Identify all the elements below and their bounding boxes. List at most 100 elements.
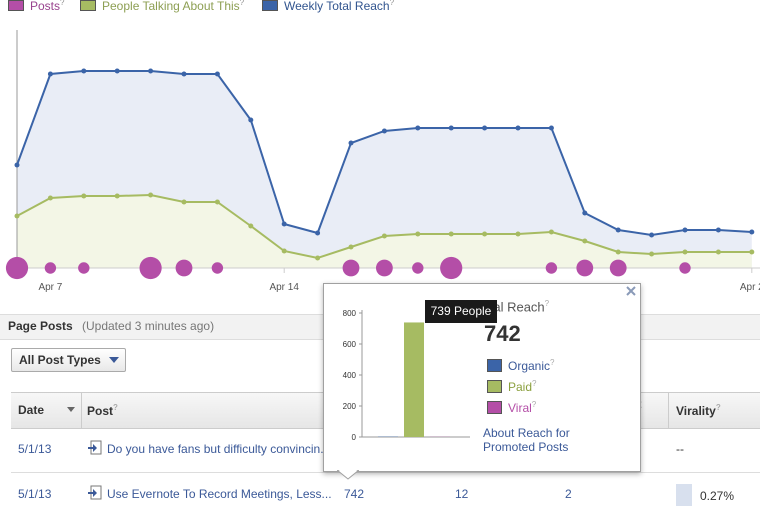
legend-swatch [487, 401, 502, 414]
header-date[interactable]: Date [18, 403, 45, 417]
point [482, 231, 488, 237]
row-sep [11, 472, 760, 473]
point [415, 231, 421, 237]
post-bubble [576, 259, 594, 277]
cell-post[interactable]: Do you have fans but difficulty convinci… [107, 442, 331, 456]
post-bubble [211, 262, 224, 274]
help: ? [532, 379, 537, 388]
cell-virality: 0.27% [700, 489, 735, 503]
header-text: Post [87, 404, 114, 418]
point [448, 125, 454, 131]
y-tick-label: 600 [343, 340, 357, 349]
point [582, 238, 588, 244]
post-bubble [44, 262, 57, 274]
post-bubble [679, 262, 691, 274]
help: ? [60, 0, 65, 7]
y-tick-label: 0 [352, 433, 357, 442]
legend-swatch [487, 359, 502, 372]
post-bubble [175, 259, 193, 277]
close-icon[interactable] [626, 286, 636, 296]
cell-talking: 2 [565, 487, 572, 501]
point [649, 251, 655, 257]
point [14, 213, 20, 219]
point [381, 128, 387, 134]
x-tick-label: Apr 2 [740, 282, 760, 293]
legend-label: People Talking About This? [102, 0, 245, 13]
cell-reach[interactable]: 742 [344, 487, 365, 501]
point [749, 229, 755, 235]
help: ? [550, 358, 555, 367]
legend-swatch [8, 0, 24, 11]
point [515, 231, 521, 237]
help: ? [239, 0, 245, 7]
legend-swatch [262, 0, 278, 11]
point [14, 162, 20, 168]
legend-label: Viral? [508, 400, 537, 415]
tooltip: 739 People [425, 300, 497, 323]
point [715, 227, 721, 233]
point [114, 68, 120, 74]
point [81, 68, 87, 74]
point [47, 195, 53, 201]
point [248, 117, 254, 123]
bar [404, 322, 424, 437]
help: ? [389, 0, 395, 7]
post-bubble [376, 259, 393, 277]
point [548, 125, 554, 131]
cell-engaged: 12 [455, 487, 469, 501]
filter-button[interactable]: All Post Types [11, 348, 126, 372]
point [715, 249, 721, 255]
point [248, 223, 254, 229]
post-bubble [5, 256, 29, 280]
legend-label: Posts? [30, 0, 65, 13]
col-sep [81, 392, 82, 429]
point [315, 230, 321, 236]
point [181, 199, 187, 205]
point [548, 229, 554, 235]
area [17, 195, 752, 268]
section-title: Page Posts [8, 319, 73, 333]
popup-arrow [337, 470, 359, 480]
post-bubble [412, 262, 424, 274]
reach-bar-chart: 0 200 400 600 800 [343, 309, 470, 442]
cell-post[interactable]: Use Evernote To Record Meetings, Less... [107, 487, 332, 501]
post-bubble [139, 256, 162, 280]
point [682, 227, 688, 233]
point [181, 71, 187, 77]
total-reach: 742 [484, 321, 521, 346]
reach-link[interactable]: About Reach for Promoted Posts [483, 426, 570, 454]
legend-label: Organic? [508, 358, 555, 373]
point [281, 248, 287, 254]
post-bubble [440, 256, 463, 280]
cell-date: 5/1/13 [18, 487, 52, 501]
point [47, 71, 53, 77]
virality-bar [676, 484, 692, 506]
header-virality: Virality? [676, 403, 721, 418]
post-bubble [342, 259, 360, 277]
cell-virality: -- [676, 442, 684, 456]
point [214, 199, 220, 205]
point [415, 125, 421, 131]
header-post: Post? [87, 403, 118, 418]
point [81, 193, 87, 199]
updated-note: (Updated 3 minutes ago) [82, 319, 215, 333]
point [749, 249, 755, 255]
post-bubble [78, 262, 90, 274]
point [315, 255, 321, 261]
filter-label: All Post Types [19, 353, 101, 367]
point [281, 221, 287, 227]
point [348, 244, 354, 250]
x-tick-label: Apr 14 [269, 282, 299, 293]
point [482, 125, 488, 131]
point [214, 71, 220, 77]
help: ? [113, 403, 118, 412]
point [582, 210, 588, 216]
line-chart: Apr 7 Apr 14 Apr 2 [5, 30, 760, 293]
help: ? [715, 403, 721, 412]
point [448, 231, 454, 237]
x-tick-label: Apr 7 [38, 282, 62, 293]
point [114, 193, 120, 199]
point [148, 68, 154, 74]
point [515, 125, 521, 131]
